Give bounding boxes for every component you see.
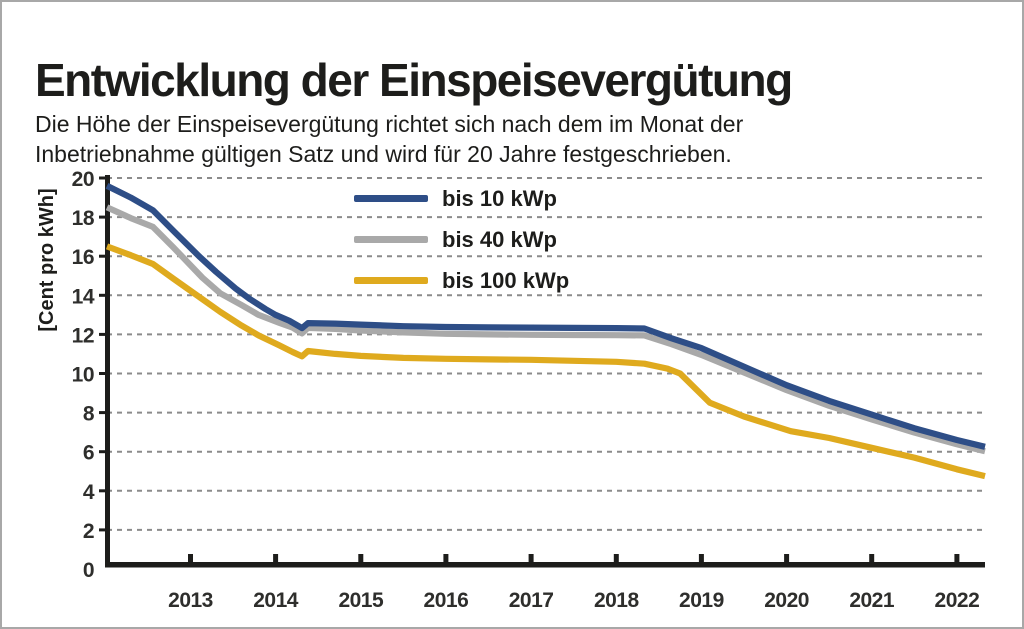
legend-swatch-gray	[354, 236, 428, 243]
x-tick-2014	[273, 554, 279, 565]
y-tick-2	[99, 528, 107, 532]
y-tick-18	[99, 215, 107, 219]
series-line-bis-100-kwp	[105, 243, 986, 480]
y-tick-4	[99, 489, 107, 493]
legend-item-bis-100-kwp: bis 100 kWp	[354, 260, 569, 301]
y-tick-label-8: 8	[83, 403, 95, 426]
x-tick-2018	[613, 554, 619, 565]
y-tick-20	[99, 176, 107, 180]
x-tick-label-2016: 2016	[424, 589, 469, 612]
y-tick-label-10: 10	[72, 364, 94, 387]
legend: bis 10 kWp bis 40 kWp bis 100 kWp	[354, 178, 569, 301]
chart-subtitle: Die Höhe der Einspeisevergütung richtet …	[35, 111, 744, 167]
y-tick-label-0: 0	[83, 559, 94, 582]
y-tick-label-6: 6	[83, 442, 94, 465]
y-tick-label-12: 12	[72, 324, 94, 347]
y-tick-14	[99, 293, 107, 297]
y-tick-label-14: 14	[72, 285, 95, 308]
legend-swatch-yellow	[354, 277, 428, 284]
x-tick-2022	[954, 554, 960, 565]
y-tick-10	[99, 372, 107, 375]
legend-item-bis-10-kwp: bis 10 kWp	[354, 178, 569, 219]
x-tick-label-2014: 2014	[253, 589, 299, 612]
x-tick-label-2021: 2021	[849, 589, 895, 612]
x-tick-label-2022: 2022	[935, 589, 980, 612]
x-tick-2016	[443, 554, 449, 565]
x-tick-2013	[188, 554, 193, 565]
x-tick-label-2020: 2020	[764, 589, 809, 612]
legend-label: bis 10 kWp	[442, 185, 557, 211]
x-tick-label-2013: 2013	[168, 589, 213, 612]
x-tick-label-2018: 2018	[594, 589, 640, 612]
y-tick-16	[99, 254, 107, 258]
x-tick-2020	[784, 554, 790, 565]
y-tick-12	[99, 332, 107, 336]
y-tick-label-18: 18	[72, 207, 95, 230]
x-tick-2017	[528, 554, 534, 565]
legend-item-bis-40-kwp: bis 40 kWp	[354, 219, 569, 260]
legend-label: bis 40 kWp	[442, 226, 557, 252]
legend-swatch-blue	[354, 195, 428, 202]
y-tick-label-20: 20	[72, 168, 94, 191]
x-tick-2019	[698, 554, 704, 565]
x-tick-label-2019: 2019	[679, 589, 724, 612]
legend-label: bis 100 kWp	[442, 267, 570, 293]
series-line-bis-10-kwp	[105, 183, 986, 450]
y-tick-label-4: 4	[83, 481, 95, 504]
y-tick-label-2: 2	[83, 520, 94, 543]
series-line-bis-40-kwp	[105, 204, 986, 455]
x-tick-label-2017: 2017	[509, 589, 554, 612]
y-axis	[105, 175, 110, 567]
y-tick-label-16: 16	[72, 246, 94, 269]
x-axis	[105, 562, 985, 568]
x-tick-2015	[358, 554, 364, 565]
x-tick-label-2015: 2015	[338, 589, 384, 612]
x-tick-2021	[869, 554, 875, 565]
chart-title: Entwicklung der Einspeisevergütung	[35, 53, 793, 106]
y-tick-8	[99, 411, 107, 415]
y-tick-6	[99, 450, 107, 454]
